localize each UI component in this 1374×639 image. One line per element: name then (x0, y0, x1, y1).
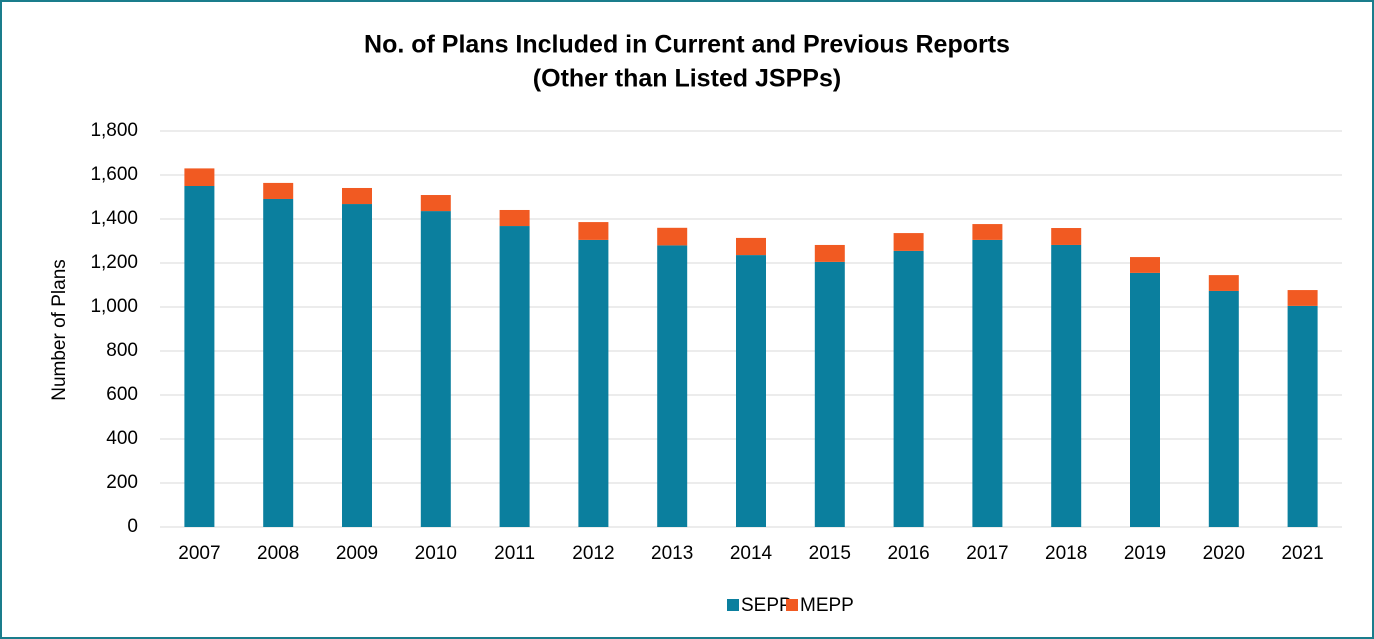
y-axis-label: Number of Plans (49, 259, 70, 401)
bar-segment (972, 224, 1003, 240)
legend-swatch (786, 599, 798, 611)
chart-title: No. of Plans Included in Current and Pre… (364, 31, 1010, 59)
y-tick-label: 0 (127, 516, 138, 537)
legend-swatch (727, 599, 739, 611)
y-tick-label: 400 (106, 428, 138, 449)
bar-segment (657, 227, 688, 246)
bar-segment (263, 182, 294, 199)
bar-segment (420, 195, 451, 212)
chart-title: (Other than Listed JSPPs) (533, 65, 841, 93)
y-tick-label: 600 (106, 384, 138, 405)
bar-segment (893, 250, 924, 527)
x-tick-label: 2009 (336, 543, 378, 564)
x-tick-label: 2007 (178, 543, 220, 564)
x-tick-label: 2013 (651, 543, 693, 564)
bar-segment (263, 198, 294, 528)
bar-segment (499, 209, 530, 227)
bar-segment (184, 186, 215, 527)
bar-segment (1130, 257, 1160, 273)
x-tick-label: 2016 (887, 543, 929, 564)
y-tick-label: 1,400 (90, 208, 138, 229)
bar-segment (736, 255, 766, 527)
bar-segment (1130, 272, 1160, 527)
y-tick-label: 1,600 (90, 164, 138, 185)
x-tick-label: 2019 (1124, 543, 1166, 564)
bar-segment (814, 261, 845, 527)
x-tick-label: 2021 (1281, 543, 1323, 564)
x-tick-label: 2011 (494, 543, 535, 564)
bar-segment (657, 245, 688, 527)
bar-segment (1208, 275, 1239, 291)
bar-segment (1287, 290, 1318, 306)
x-tick-label: 2015 (809, 543, 851, 564)
x-tick-label: 2017 (966, 543, 1008, 564)
bar-segment (499, 226, 530, 528)
bar-segment (972, 239, 1003, 527)
x-tick-label: 2008 (257, 543, 299, 564)
y-tick-label: 800 (106, 340, 138, 361)
bar-segment (893, 233, 924, 251)
y-tick-label: 1,200 (90, 252, 138, 273)
bar-segment (1051, 244, 1082, 527)
bar-segment (342, 187, 372, 205)
bar-segment (578, 239, 609, 527)
x-tick-label: 2018 (1045, 543, 1087, 564)
bar-segment (184, 168, 215, 186)
x-tick-label: 2010 (415, 543, 457, 564)
y-tick-label: 1,000 (90, 296, 138, 317)
bar-segment (736, 237, 766, 256)
bar-segment (342, 204, 372, 528)
bar-segment (578, 222, 609, 240)
bar-segment (1208, 290, 1239, 527)
x-tick-label: 2012 (572, 543, 614, 564)
bar-segment (1287, 305, 1318, 527)
x-tick-label: 2014 (730, 543, 773, 564)
bar-segment (814, 244, 845, 262)
y-tick-label: 1,800 (90, 120, 138, 141)
x-tick-label: 2020 (1203, 543, 1245, 564)
bar-segment (1051, 228, 1082, 245)
y-tick-label: 200 (106, 472, 138, 493)
legend-label: SEPP (741, 595, 792, 616)
legend-label: MEPP (800, 595, 854, 616)
bar-segment (420, 211, 451, 527)
